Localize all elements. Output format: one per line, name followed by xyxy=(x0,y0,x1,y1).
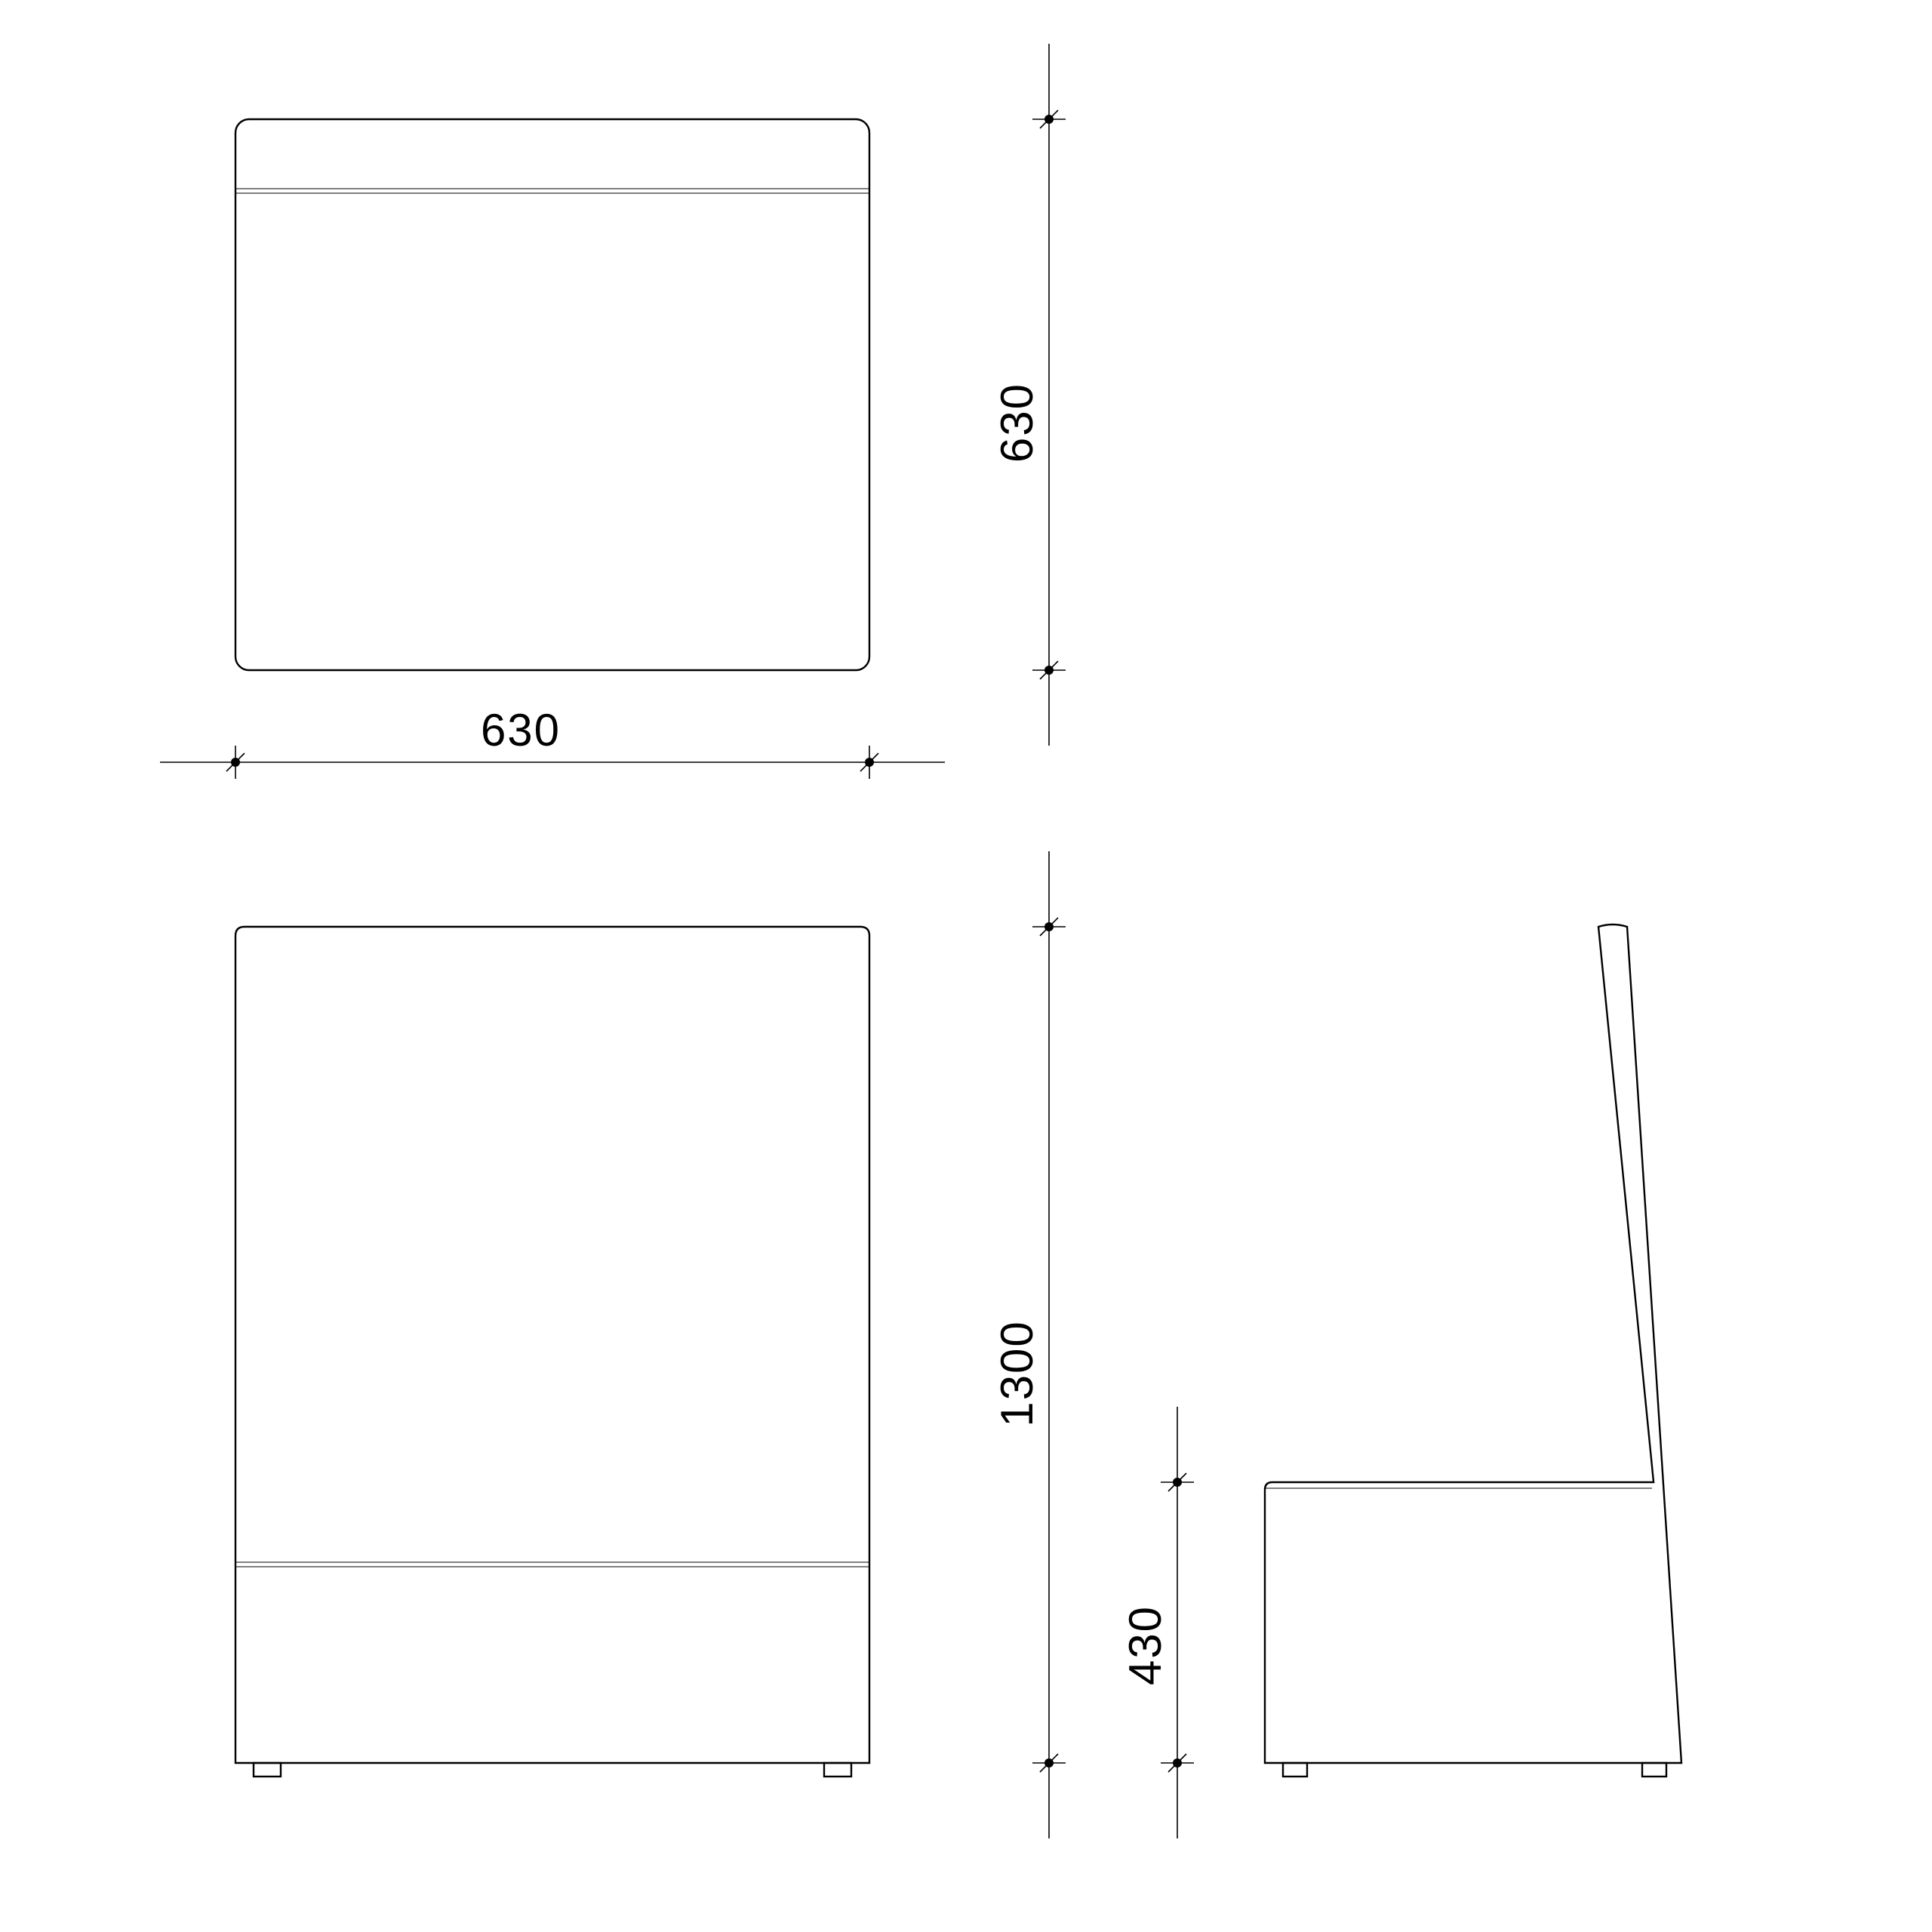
dimension-horizontal: 630 xyxy=(160,705,945,779)
dimension-vertical: 630 xyxy=(992,44,1066,746)
svg-text:430: 430 xyxy=(1120,1605,1171,1685)
svg-text:1300: 1300 xyxy=(992,1320,1042,1426)
svg-text:630: 630 xyxy=(481,705,561,755)
dimension-vertical: 430 xyxy=(1120,1407,1194,1838)
svg-text:630: 630 xyxy=(992,383,1042,463)
plan-view xyxy=(235,119,869,670)
side-view xyxy=(1265,924,1681,1777)
dimension-vertical: 1300 xyxy=(992,851,1066,1838)
front-view xyxy=(235,927,869,1777)
